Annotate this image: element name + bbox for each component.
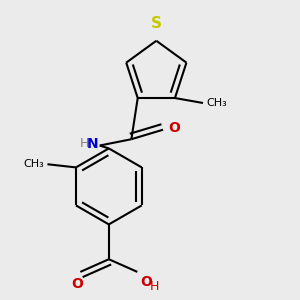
Text: N: N [86,137,98,151]
Text: O: O [71,277,83,291]
Text: CH₃: CH₃ [23,159,44,169]
Text: O: O [140,275,152,289]
Text: S: S [151,16,162,31]
Text: O: O [168,121,180,135]
Text: H: H [79,137,88,151]
Text: CH₃: CH₃ [206,98,227,108]
Text: H: H [150,280,159,293]
